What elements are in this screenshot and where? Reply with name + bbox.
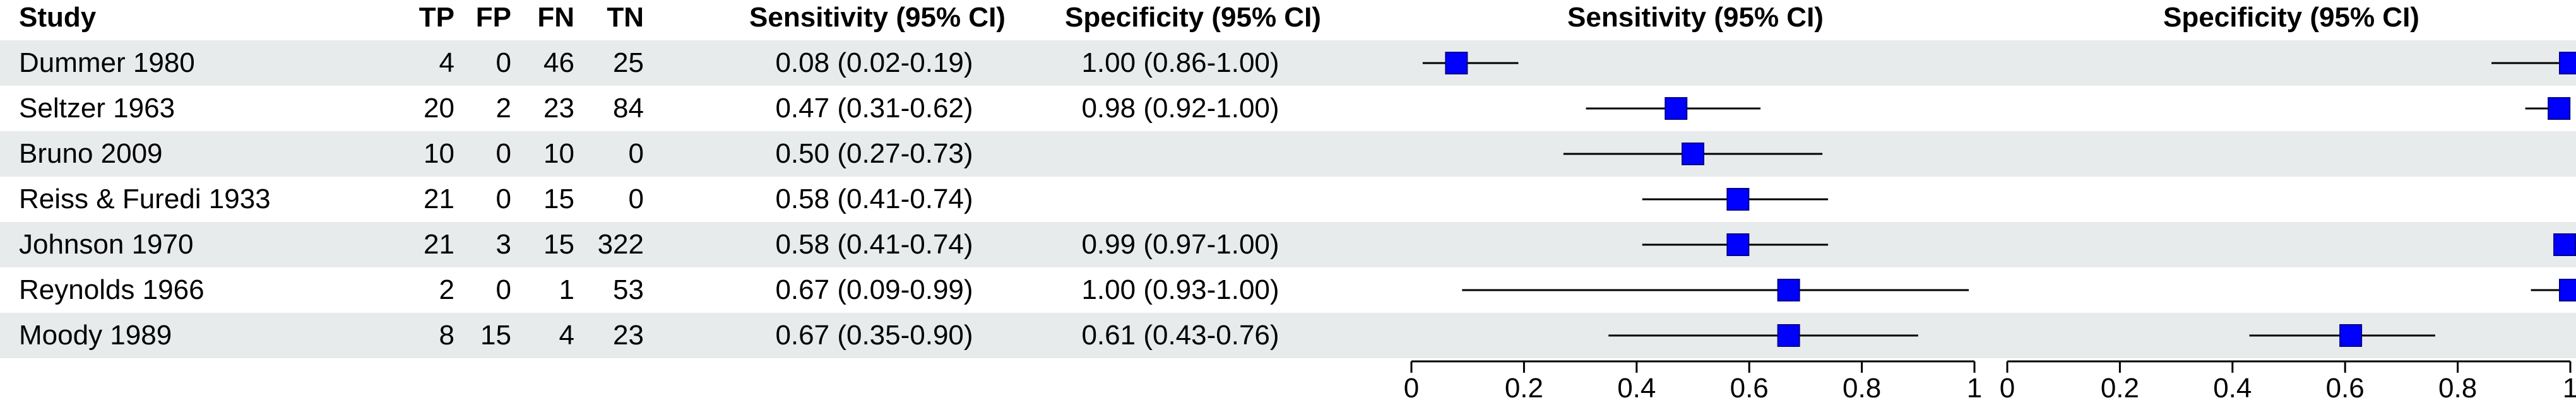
row-stripe: [0, 222, 2576, 267]
specificity-value: 0.98 (0.92-1.00): [1081, 93, 1279, 124]
sensitivity-point-marker: [1777, 279, 1800, 301]
sensitivity-x-tick-label: 0.2: [1505, 373, 1543, 403]
header-tn: TN: [607, 2, 644, 33]
tn-value: 0: [628, 184, 644, 214]
specificity-x-tick-label: 0.2: [2101, 373, 2139, 403]
header-sensitivity: Sensitivity (95% CI): [749, 2, 1006, 33]
sensitivity-point-marker: [1445, 52, 1468, 74]
study-name: Moody 1989: [19, 320, 172, 351]
specificity-point-marker: [2339, 324, 2363, 347]
sensitivity-value: 0.58 (0.41-0.74): [775, 184, 973, 214]
tp-value: 21: [424, 229, 454, 260]
specificity-point-marker: [2559, 52, 2576, 74]
fn-value: 23: [543, 93, 574, 124]
sensitivity-value: 0.50 (0.27-0.73): [775, 138, 973, 169]
header-fp: FP: [475, 2, 511, 33]
specificity-plot-title: Specificity (95% CI): [2163, 2, 2419, 33]
study-name: Dummer 1980: [19, 47, 195, 78]
study-name: Reynolds 1966: [19, 274, 205, 305]
fn-value: 10: [543, 138, 574, 169]
header-tp: TP: [418, 2, 454, 33]
tn-value: 25: [613, 47, 644, 78]
tn-value: 23: [613, 320, 644, 351]
specificity-point-marker: [2548, 97, 2571, 120]
specificity-point-marker: [2553, 233, 2576, 256]
specificity-value: 0.61 (0.43-0.76): [1081, 320, 1279, 351]
study-name: Johnson 1970: [19, 229, 194, 260]
study-name: Bruno 2009: [19, 138, 163, 169]
specificity-x-tick-label: 0.4: [2213, 373, 2252, 403]
tp-value: 8: [439, 320, 454, 351]
specificity-value: 1.00 (0.93-1.00): [1081, 274, 1279, 305]
sensitivity-value: 0.58 (0.41-0.74): [775, 229, 973, 260]
sensitivity-point-marker: [1682, 143, 1704, 165]
fp-value: 0: [496, 47, 511, 78]
specificity-x-tick-label: 1: [2563, 373, 2576, 403]
header-specificity: Specificity (95% CI): [1065, 2, 1321, 33]
tn-value: 84: [613, 93, 644, 124]
tp-value: 10: [424, 138, 454, 169]
sensitivity-value: 0.67 (0.35-0.90): [775, 320, 973, 351]
sensitivity-value: 0.08 (0.02-0.19): [775, 47, 973, 78]
sensitivity-x-tick-label: 0.4: [1617, 373, 1656, 403]
fp-value: 15: [480, 320, 511, 351]
sensitivity-x-tick-label: 1: [1967, 373, 1982, 403]
sensitivity-x-tick-label: 0.6: [1730, 373, 1769, 403]
tn-value: 0: [628, 138, 644, 169]
specificity-point-marker: [2559, 279, 2576, 301]
row-stripe: [0, 131, 2576, 177]
tp-value: 21: [424, 184, 454, 214]
tp-value: 20: [424, 93, 454, 124]
sensitivity-plot-title: Sensitivity (95% CI): [1567, 2, 1824, 33]
header-study: Study: [19, 2, 97, 33]
fn-value: 4: [559, 320, 574, 351]
tn-value: 53: [613, 274, 644, 305]
fp-value: 0: [496, 274, 511, 305]
study-name: Reiss & Furedi 1933: [19, 184, 271, 214]
tp-value: 4: [439, 47, 454, 78]
specificity-x-tick-label: 0.6: [2326, 373, 2365, 403]
specificity-value: 1.00 (0.86-1.00): [1081, 47, 1279, 78]
tp-value: 2: [439, 274, 454, 305]
sensitivity-x-tick-label: 0.8: [1843, 373, 1881, 403]
sensitivity-value: 0.47 (0.31-0.62): [775, 93, 973, 124]
fp-value: 0: [496, 184, 511, 214]
fn-value: 46: [543, 47, 574, 78]
specificity-x-tick-label: 0.8: [2438, 373, 2477, 403]
sensitivity-point-marker: [1726, 188, 1750, 211]
sensitivity-point-marker: [1777, 324, 1800, 347]
fn-value: 15: [543, 229, 574, 260]
sensitivity-x-tick-label: 0: [1404, 373, 1419, 403]
row-stripe: [0, 40, 2576, 86]
sensitivity-point-marker: [1726, 233, 1750, 256]
sensitivity-value: 0.67 (0.09-0.99): [775, 274, 973, 305]
fp-value: 3: [496, 229, 511, 260]
fp-value: 2: [496, 93, 511, 124]
fp-value: 0: [496, 138, 511, 169]
header-fn: FN: [537, 2, 574, 33]
study-name: Seltzer 1963: [19, 93, 175, 124]
specificity-x-tick-label: 0: [2000, 373, 2015, 403]
sensitivity-point-marker: [1665, 97, 1688, 120]
fn-value: 15: [543, 184, 574, 214]
row-stripe: [0, 313, 2576, 358]
tn-value: 322: [597, 229, 644, 260]
specificity-value: 0.99 (0.97-1.00): [1081, 229, 1279, 260]
fn-value: 1: [559, 274, 574, 305]
